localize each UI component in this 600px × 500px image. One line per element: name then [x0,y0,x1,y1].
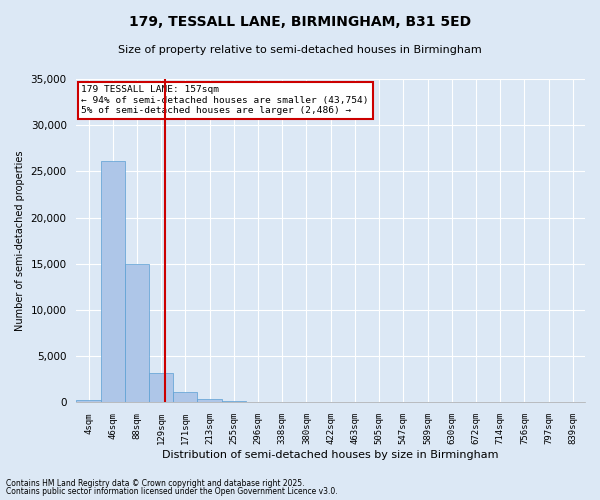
Bar [173,392,197,402]
Bar [197,399,222,402]
Y-axis label: Number of semi-detached properties: Number of semi-detached properties [15,150,25,331]
Bar [222,401,246,402]
Text: Contains HM Land Registry data © Crown copyright and database right 2025.: Contains HM Land Registry data © Crown c… [6,478,305,488]
Bar [101,162,125,402]
X-axis label: Distribution of semi-detached houses by size in Birmingham: Distribution of semi-detached houses by … [163,450,499,460]
Text: Size of property relative to semi-detached houses in Birmingham: Size of property relative to semi-detach… [118,45,482,55]
Bar [76,400,101,402]
Bar [125,264,149,402]
Text: Contains public sector information licensed under the Open Government Licence v3: Contains public sector information licen… [6,487,338,496]
Text: 179, TESSALL LANE, BIRMINGHAM, B31 5ED: 179, TESSALL LANE, BIRMINGHAM, B31 5ED [129,15,471,29]
Text: 179 TESSALL LANE: 157sqm
← 94% of semi-detached houses are smaller (43,754)
5% o: 179 TESSALL LANE: 157sqm ← 94% of semi-d… [82,86,369,116]
Bar [149,373,173,402]
